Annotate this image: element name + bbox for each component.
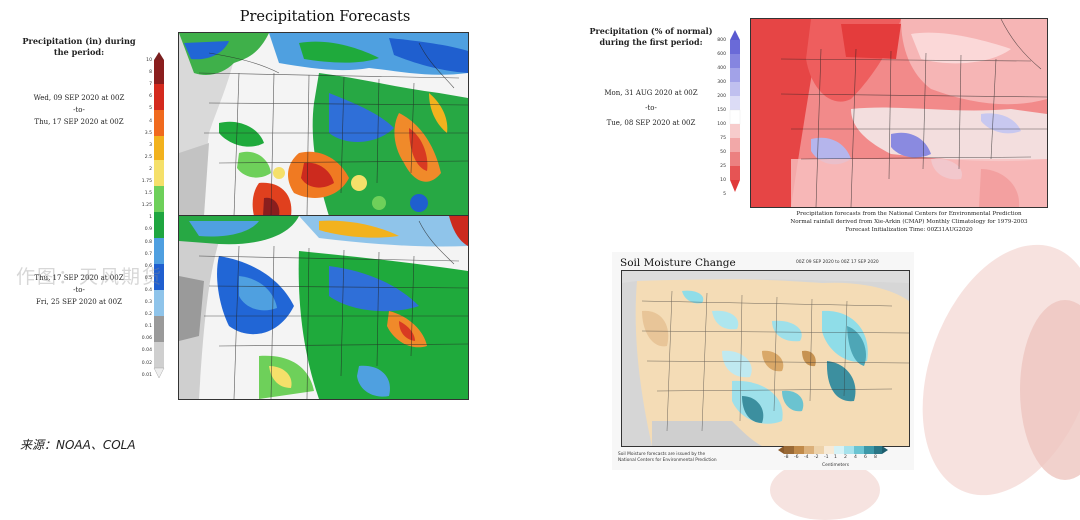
colorbar-tick: 0.7 [144, 251, 152, 257]
precip-legend-label: Precipitation (in) during the period: [22, 36, 136, 57]
colorbar-tick: 1.5 [144, 191, 152, 197]
colorbar-tick: 6 [149, 94, 152, 100]
soil-moisture-map [621, 270, 910, 447]
period-1-sep: -to- [73, 106, 85, 114]
colorbar-tick: -1 [824, 455, 829, 460]
colorbar-tick: 0.1 [144, 324, 152, 330]
caption-line: Precipitation forecasts from the Nationa… [796, 211, 1022, 217]
precip-map-period-1 [178, 32, 469, 217]
colorbar-tick: 400 [717, 66, 726, 71]
pct-normal-sep: -to- [645, 104, 657, 112]
colorbar-tick: 600 [717, 52, 726, 57]
period-1-start: Wed, 09 SEP 2020 at 00Z [33, 94, 125, 102]
soil-moisture-unit: Centimeters [822, 463, 849, 468]
caption-line: Normal rainfall derived from Xie-Arkin (… [790, 219, 1028, 225]
soil-moisture-colorbar-ticks: -8 -6 -4 -2 -1 1 2 4 6 8 [784, 455, 888, 462]
colorbar-tick: 0.3 [144, 300, 152, 305]
colorbar-tick: -4 [804, 455, 809, 460]
colorbar-tick: 0.02 [141, 360, 152, 366]
colorbar-tick: 8 [874, 455, 877, 460]
pct-normal-caption: Precipitation forecasts from the Nationa… [740, 210, 1078, 234]
pct-normal-map [750, 18, 1048, 208]
colorbar-tick: 150 [717, 108, 726, 113]
colorbar-tick: 75 [720, 136, 726, 141]
colorbar-tick: 10 [146, 58, 152, 63]
precip-forecast-title: Precipitation Forecasts [239, 9, 411, 25]
colorbar-tick: -6 [794, 455, 799, 460]
colorbar-tick: 25 [720, 164, 726, 169]
colorbar-tick: 0.5 [144, 275, 152, 281]
colorbar-tick: 0.01 [141, 372, 152, 378]
colorbar-tick: 2 [844, 455, 847, 460]
period-2-start: Thu, 17 SEP 2020 at 00Z [34, 274, 124, 282]
note-line: Soil Moisture forecasts are issued by th… [618, 452, 706, 457]
colorbar-tick: 5 [149, 106, 152, 112]
source-note: 来源：NOAA、COLA [20, 438, 136, 452]
colorbar-tick: 800 [717, 38, 726, 43]
colorbar-tick: 200 [717, 94, 726, 99]
precip-colorbar [153, 52, 165, 379]
soil-moisture-title: Soil Moisture Change [620, 257, 736, 269]
colorbar-tick: 4 [854, 455, 857, 460]
colorbar-tick: 0.8 [144, 239, 152, 245]
period-2-sep: -to- [73, 286, 85, 294]
pct-normal-period: Mon, 31 AUG 2020 at 00Z -to- Tue, 08 SEP… [576, 86, 726, 131]
pct-normal-legend-label: Precipitation (% of normal) during the f… [589, 26, 713, 47]
colorbar-tick: 0.6 [144, 263, 152, 269]
colorbar-tick: 10 [720, 178, 726, 183]
colorbar-tick: 0.9 [144, 227, 152, 233]
period-2-end: Fri, 25 SEP 2020 at 00Z [36, 298, 122, 306]
colorbar-tick: 4 [149, 118, 152, 124]
colorbar-tick: 1 [149, 215, 152, 221]
colorbar-tick: 1.25 [141, 203, 152, 209]
colorbar-tick: 50 [720, 150, 726, 155]
colorbar-tick: 5 [723, 192, 726, 197]
colorbar-tick: 6 [864, 455, 867, 460]
soil-moisture-colorbar [778, 446, 888, 454]
soil-moisture-note: Soil Moisture forecasts are issued by th… [618, 452, 778, 464]
colorbar-tick: -8 [784, 455, 789, 460]
period-1-end: Thu, 17 SEP 2020 at 00Z [34, 118, 124, 126]
colorbar-tick: 3 [149, 142, 152, 148]
colorbar-tick: 0.2 [144, 312, 152, 318]
pct-normal-colorbar [729, 30, 741, 192]
watermark: 作图：天风期货 [16, 266, 164, 288]
colorbar-tick: 2 [149, 166, 152, 172]
colorbar-tick: 1.75 [141, 179, 152, 184]
pct-normal-end: Tue, 08 SEP 2020 at 00Z [606, 119, 696, 127]
period-1-dates: Wed, 09 SEP 2020 at 00Z -to- Thu, 17 SEP… [18, 92, 140, 128]
colorbar-tick: 0.04 [141, 348, 152, 354]
colorbar-tick: 100 [717, 122, 726, 127]
colorbar-tick: -2 [814, 455, 819, 460]
soil-moisture-date-range: 00Z 09 SEP 2020 to 00Z 17 SEP 2020 [796, 260, 879, 265]
colorbar-tick: 300 [717, 80, 726, 85]
caption-line: Forecast Initialization Time: 00Z31AUG20… [845, 227, 973, 233]
colorbar-tick: 0.06 [141, 336, 152, 342]
period-2-dates: Thu, 17 SEP 2020 at 00Z -to- Fri, 25 SEP… [18, 272, 140, 308]
colorbar-tick: 2.5 [144, 154, 152, 160]
colorbar-tick: 0.4 [144, 287, 152, 293]
note-line: National Centers for Environmental Predi… [618, 458, 717, 463]
pct-normal-start: Mon, 31 AUG 2020 at 00Z [604, 89, 698, 97]
colorbar-tick: 7 [149, 82, 152, 88]
colorbar-tick: 3.5 [144, 130, 152, 136]
colorbar-tick: 1 [834, 455, 837, 460]
colorbar-tick: 8 [149, 70, 152, 76]
precip-map-period-2 [178, 215, 469, 400]
